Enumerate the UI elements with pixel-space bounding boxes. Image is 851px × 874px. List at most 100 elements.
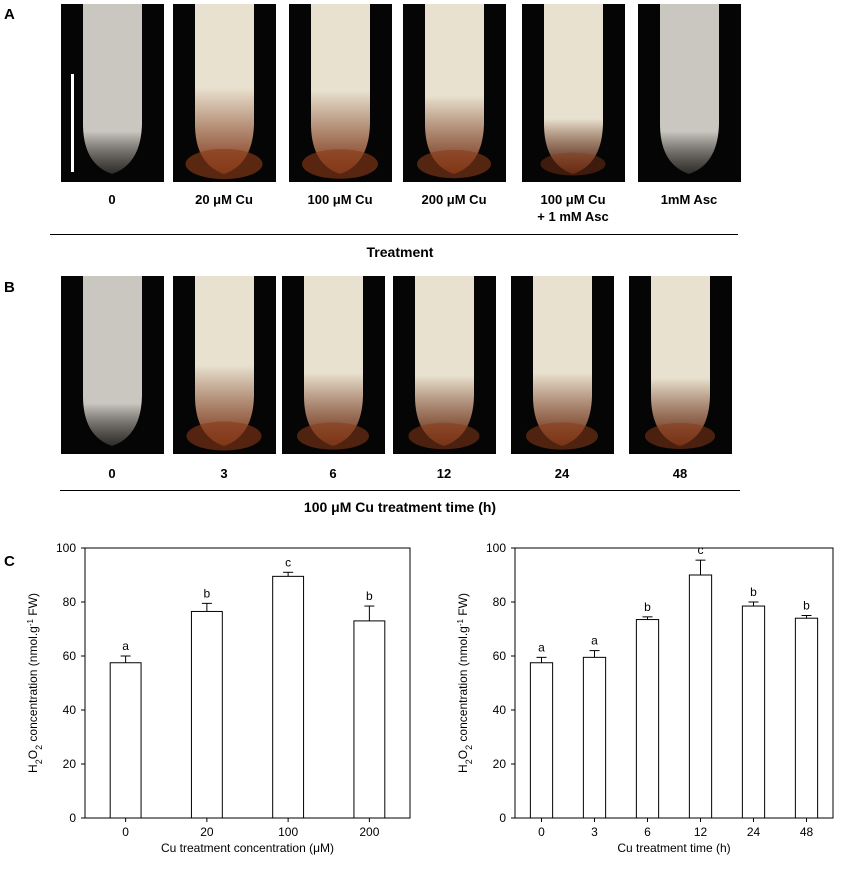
panel-a-letter: A <box>4 6 15 23</box>
y-tick-label: 60 <box>63 649 77 663</box>
y-tick-label: 20 <box>493 757 507 771</box>
root-tip-shape <box>195 4 254 174</box>
bar <box>272 575 305 819</box>
root-cap-stain <box>297 422 369 450</box>
bar <box>635 619 660 819</box>
label-a-2: 100 μM Cu <box>307 192 373 207</box>
label-a-5: 1mM Asc <box>660 192 718 207</box>
x-tick-label: 20 <box>200 825 214 839</box>
root-tip-shape <box>544 4 603 174</box>
label-a-0: 0 <box>108 192 116 207</box>
significance-letter: b <box>204 586 211 600</box>
y-tick-label: 100 <box>486 541 506 555</box>
significance-letter: a <box>538 640 545 654</box>
scale-bar <box>71 74 74 172</box>
bar <box>688 574 713 819</box>
root-tip-shape <box>311 4 370 174</box>
x-axis-label: Cu treatment concentration (μM) <box>161 841 334 855</box>
x-tick-label: 6 <box>644 825 651 839</box>
root-cap-stain <box>185 148 263 180</box>
root-photo-a-3 <box>403 4 506 182</box>
panel-a-photos <box>0 4 851 182</box>
root-photo-a-1 <box>173 4 276 182</box>
x-tick-label: 48 <box>800 825 814 839</box>
root-photo-a-0 <box>61 4 164 182</box>
root-cap-stain <box>645 423 715 449</box>
significance-letter: b <box>644 600 651 614</box>
panel-b-axis-title: 100 μM Cu treatment time (h) <box>303 499 497 515</box>
x-tick-label: 100 <box>278 825 298 839</box>
label-b-2: 6 <box>329 466 337 481</box>
root-photo-b-5 <box>629 276 732 454</box>
label-b-3: 12 <box>436 466 452 481</box>
significance-letter: b <box>750 585 757 599</box>
root-tip-shape <box>195 276 254 446</box>
x-tick-label: 3 <box>591 825 598 839</box>
root-photo-a-5 <box>638 4 741 182</box>
x-axis-label: Cu treatment time (h) <box>617 841 730 855</box>
significance-letter: b <box>366 589 373 603</box>
y-tick-label: 20 <box>63 757 77 771</box>
root-photo-b-2 <box>282 276 385 454</box>
y-axis-label: H2O2 concentration (nmol.g-1 FW) <box>456 593 475 773</box>
y-tick-label: 0 <box>499 811 506 825</box>
panel-a-axis-title: Treatment <box>366 244 434 260</box>
root-tip-shape <box>660 4 719 174</box>
bar-chart-concentration: 0 20 40 60 80 100 a 0 b 20 c 100 b 200 Cu treatment co… <box>26 541 411 855</box>
x-tick-label: 0 <box>122 825 129 839</box>
root-tip-shape <box>83 276 142 446</box>
significance-letter: a <box>591 634 598 648</box>
root-photo-b-0 <box>61 276 164 454</box>
bar <box>353 620 386 819</box>
root-cap-stain <box>186 421 262 451</box>
root-photo-a-2 <box>289 4 392 182</box>
significance-letter: b <box>803 599 810 613</box>
x-tick-label: 24 <box>747 825 761 839</box>
y-tick-label: 40 <box>493 703 507 717</box>
root-cap-stain <box>540 152 606 176</box>
y-tick-label: 60 <box>493 649 507 663</box>
root-tip-shape <box>533 276 592 446</box>
root-tip-shape <box>304 276 363 446</box>
bar <box>529 662 554 819</box>
bar <box>190 610 223 819</box>
y-tick-label: 0 <box>69 811 76 825</box>
panel-b-axis-line <box>60 490 740 491</box>
bar <box>109 662 142 819</box>
y-axis-label: H2O2 concentration (nmol.g-1 FW) <box>26 593 45 773</box>
root-cap-stain <box>408 422 480 450</box>
y-tick-label: 80 <box>63 595 77 609</box>
significance-letter: c <box>285 555 291 569</box>
root-tip-shape <box>415 276 474 446</box>
bar <box>794 617 819 819</box>
panel-a-axis-line <box>50 234 738 235</box>
root-cap-stain <box>526 422 598 450</box>
label-b-0: 0 <box>108 466 116 481</box>
root-photo-b-1 <box>173 276 276 454</box>
label-b-1: 3 <box>220 466 228 481</box>
label-b-5: 48 <box>672 466 688 481</box>
bar <box>582 656 607 819</box>
plot-frame <box>514 547 834 819</box>
bar <box>741 605 766 819</box>
panel-b-photos <box>0 276 851 454</box>
plot-frame <box>84 547 411 819</box>
label-a-4: 100 μM Cu + 1 mM Asc <box>537 192 609 224</box>
root-photo-b-4 <box>511 276 614 454</box>
panel-b-letter: B <box>4 279 15 296</box>
y-tick-label: 80 <box>493 595 507 609</box>
label-a-3: 200 μM Cu <box>421 192 487 207</box>
y-tick-label: 40 <box>63 703 77 717</box>
label-b-4: 24 <box>554 466 570 481</box>
y-tick-label: 100 <box>56 541 76 555</box>
root-cap-stain <box>417 149 491 179</box>
root-photo-b-3 <box>393 276 496 454</box>
root-tip-shape <box>425 4 484 174</box>
root-tip-shape <box>651 276 710 446</box>
x-tick-label: 0 <box>538 825 545 839</box>
panel-c-letter: C <box>4 553 15 570</box>
significance-letter: c <box>698 543 704 557</box>
significance-letter: a <box>122 639 129 653</box>
label-a-1: 20 μM Cu <box>195 192 253 207</box>
